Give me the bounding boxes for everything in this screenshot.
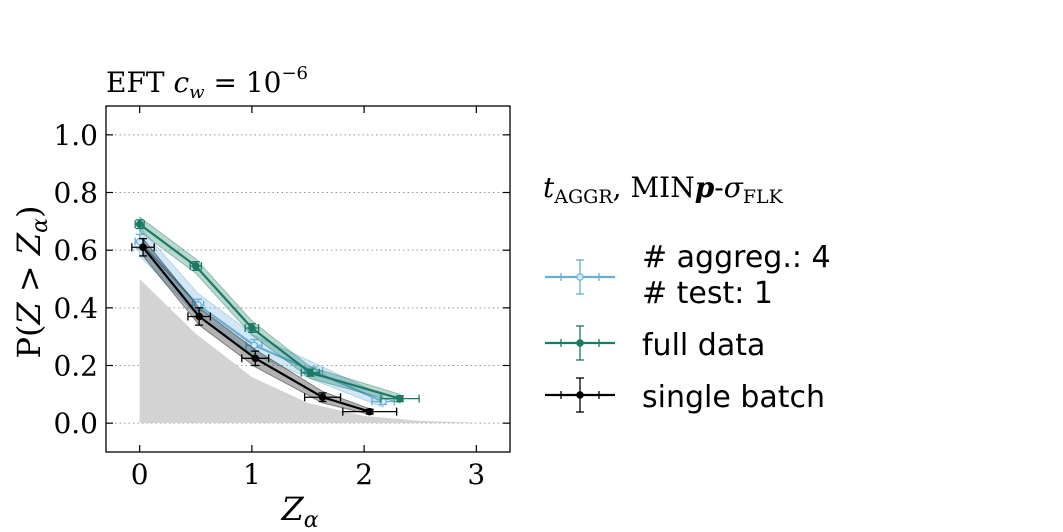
data-point bbox=[306, 368, 315, 377]
legend-handle-marker bbox=[576, 339, 584, 347]
reference-band bbox=[139, 279, 477, 424]
y-tick-label: 0.8 bbox=[53, 177, 98, 210]
y-axis-label: P(Z > Zα) bbox=[10, 206, 53, 359]
y-tick-label: 0.2 bbox=[53, 350, 98, 383]
legend-handle-marker bbox=[576, 273, 584, 281]
legend-label: single batch bbox=[642, 380, 825, 415]
series-band bbox=[139, 225, 384, 409]
plot-area: 0 1 2 3 0.0 0.2 0.4 0.6 0.8 1.0 bbox=[53, 105, 511, 491]
x-axis-label: Zα bbox=[280, 490, 318, 532]
legend-title: tAGGR, MINp-σFLK bbox=[543, 171, 784, 208]
data-point bbox=[191, 262, 200, 270]
data-point bbox=[396, 394, 404, 403]
x-tick-label: 0 bbox=[131, 458, 149, 491]
y-tick-label: 0.6 bbox=[53, 234, 98, 267]
series-band bbox=[139, 216, 401, 404]
y-tick-label: 0.4 bbox=[53, 292, 98, 325]
chart-title: EFT cw = 10−6 bbox=[106, 63, 308, 103]
legend-entries: # aggreg.: 4# test: 1 full data single bat… bbox=[545, 240, 831, 415]
legend-handle-marker bbox=[576, 391, 584, 399]
y-tick-label: 1.0 bbox=[53, 119, 98, 152]
data-point bbox=[251, 354, 260, 363]
data-point bbox=[139, 243, 147, 252]
y-tick-label: 0.0 bbox=[53, 407, 98, 440]
x-tick-label: 2 bbox=[355, 458, 373, 491]
legend-label: full data bbox=[642, 328, 765, 363]
legend: tAGGR, MINp-σFLK # aggreg.: 4# test: 1 fu… bbox=[543, 171, 831, 415]
x-tick-label: 3 bbox=[467, 458, 485, 491]
data-point bbox=[248, 324, 256, 332]
data-point bbox=[195, 312, 203, 321]
axes-frame bbox=[105, 105, 511, 453]
legend-label: # aggreg.: 4 bbox=[642, 240, 831, 275]
data-point bbox=[250, 341, 258, 350]
legend-label: # test: 1 bbox=[642, 276, 773, 311]
plot-content bbox=[131, 216, 477, 424]
data-point bbox=[318, 393, 327, 402]
data-point bbox=[365, 407, 374, 416]
data-point bbox=[135, 220, 144, 229]
x-tick-label: 1 bbox=[243, 458, 261, 491]
